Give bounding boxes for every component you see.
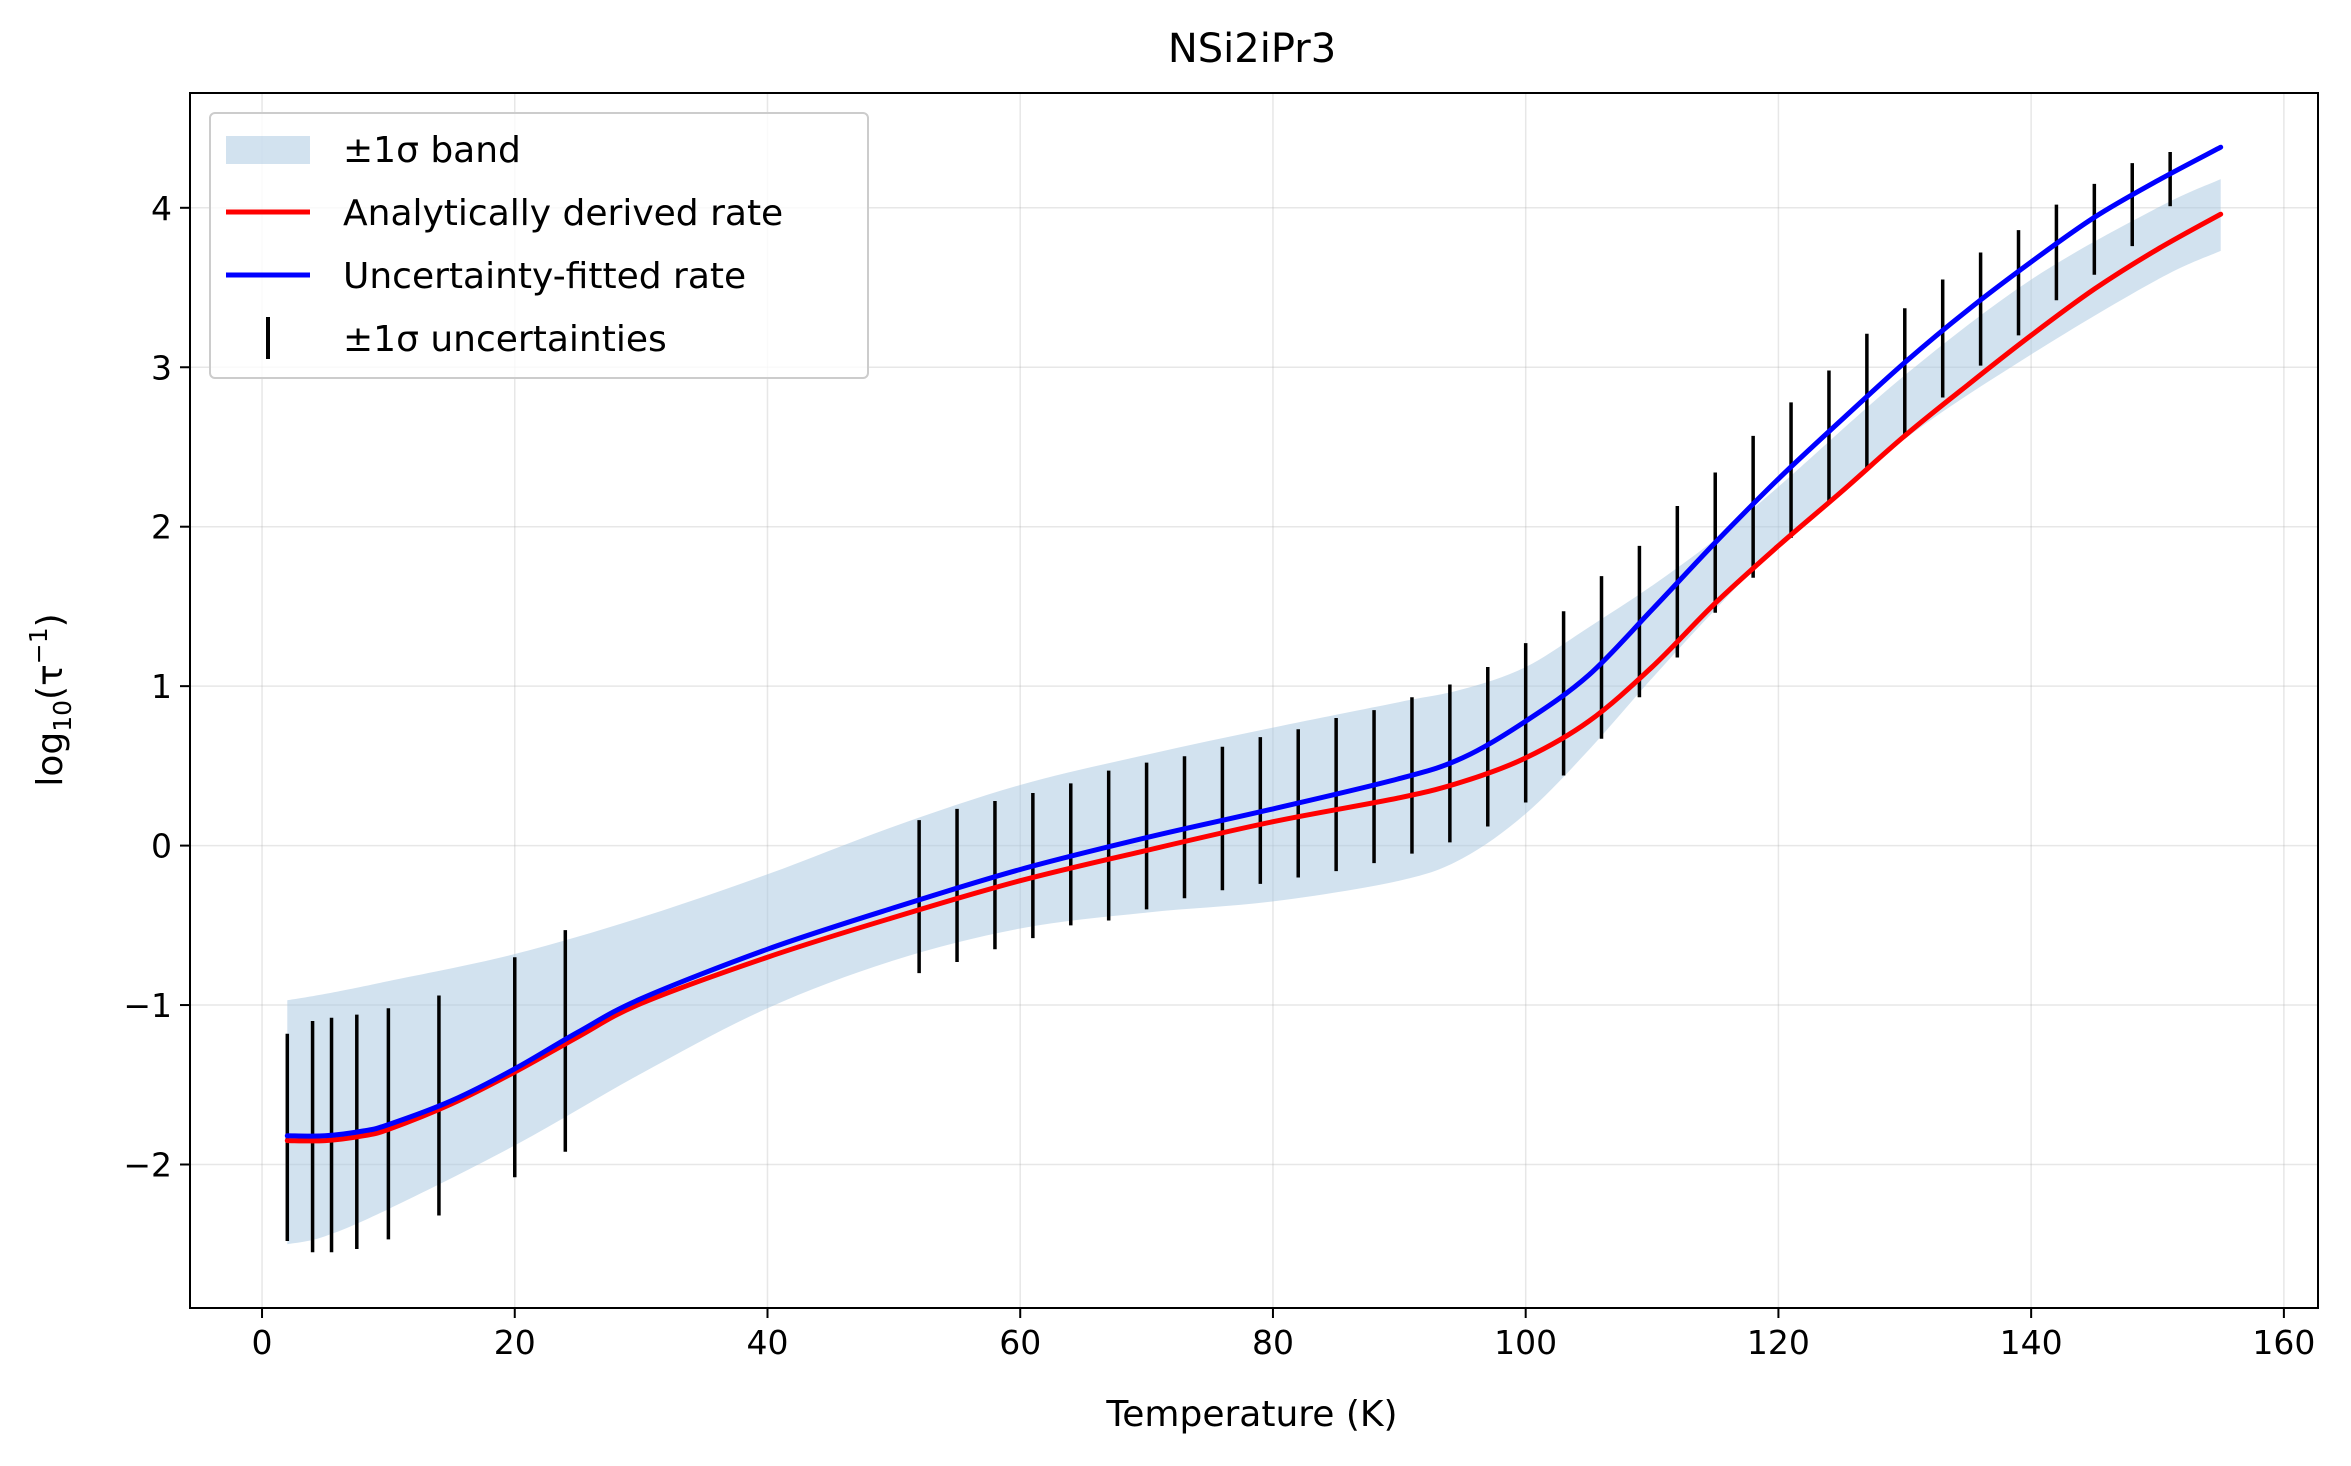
x-tick-label: 160 [2252,1323,2315,1362]
legend-label-band: ±1σ band [343,130,521,171]
x-tick-label: 140 [2000,1323,2063,1362]
series-layer [284,144,2224,1144]
legend-label-fitted: Uncertainty-fitted rate [343,256,746,297]
fitted-rate-line [284,144,2224,1139]
x-tick-label: 80 [1252,1323,1294,1362]
legend-label-analytical: Analytically derived rate [343,193,783,234]
y-axis-ticks: −2 −1 0 1 2 3 4 [123,189,190,1184]
sigma-band [287,179,2221,1245]
legend-label-errorbars: ±1σ uncertainties [343,319,667,360]
chart-title: NSi2iPr3 [1168,26,1336,72]
x-tick-label: 100 [1494,1323,1557,1362]
x-tick-label: 120 [1747,1323,1810,1362]
y-tick-label: 2 [151,508,172,547]
plot-frame [189,92,2319,1309]
y-tick-label: −2 [123,1145,172,1184]
x-axis-label: Temperature (K) [1105,1394,1397,1435]
y-axis-label-sup: −1 [24,627,53,664]
y-tick-label: −1 [123,986,172,1025]
x-tick-label: 40 [746,1323,788,1362]
x-tick-label: 20 [494,1323,536,1362]
y-tick-label: 1 [151,667,172,706]
x-axis-ticks: 0 20 40 60 80 100 120 140 160 [252,1308,2315,1362]
y-tick-label: 4 [151,189,172,228]
legend: ±1σ band Analytically derived rate Uncer… [209,112,869,379]
legend-frame [209,112,869,379]
y-axis-label-sub: 10 [48,700,77,732]
y-tick-label: 3 [151,348,172,387]
y-axis-label-tail: (τ [30,664,71,700]
y-tick-label: 0 [151,827,172,866]
x-tick-label: 60 [999,1323,1041,1362]
x-tick-label: 0 [252,1323,273,1362]
sigma-band-layer [287,179,2221,1245]
y-axis-label-close: ) [30,613,71,627]
legend-band-swatch [226,136,310,164]
y-axis-label: log10(τ−1) [24,613,77,786]
analytical-rate-line [284,211,2224,1144]
y-axis-label-base: log [30,732,71,787]
